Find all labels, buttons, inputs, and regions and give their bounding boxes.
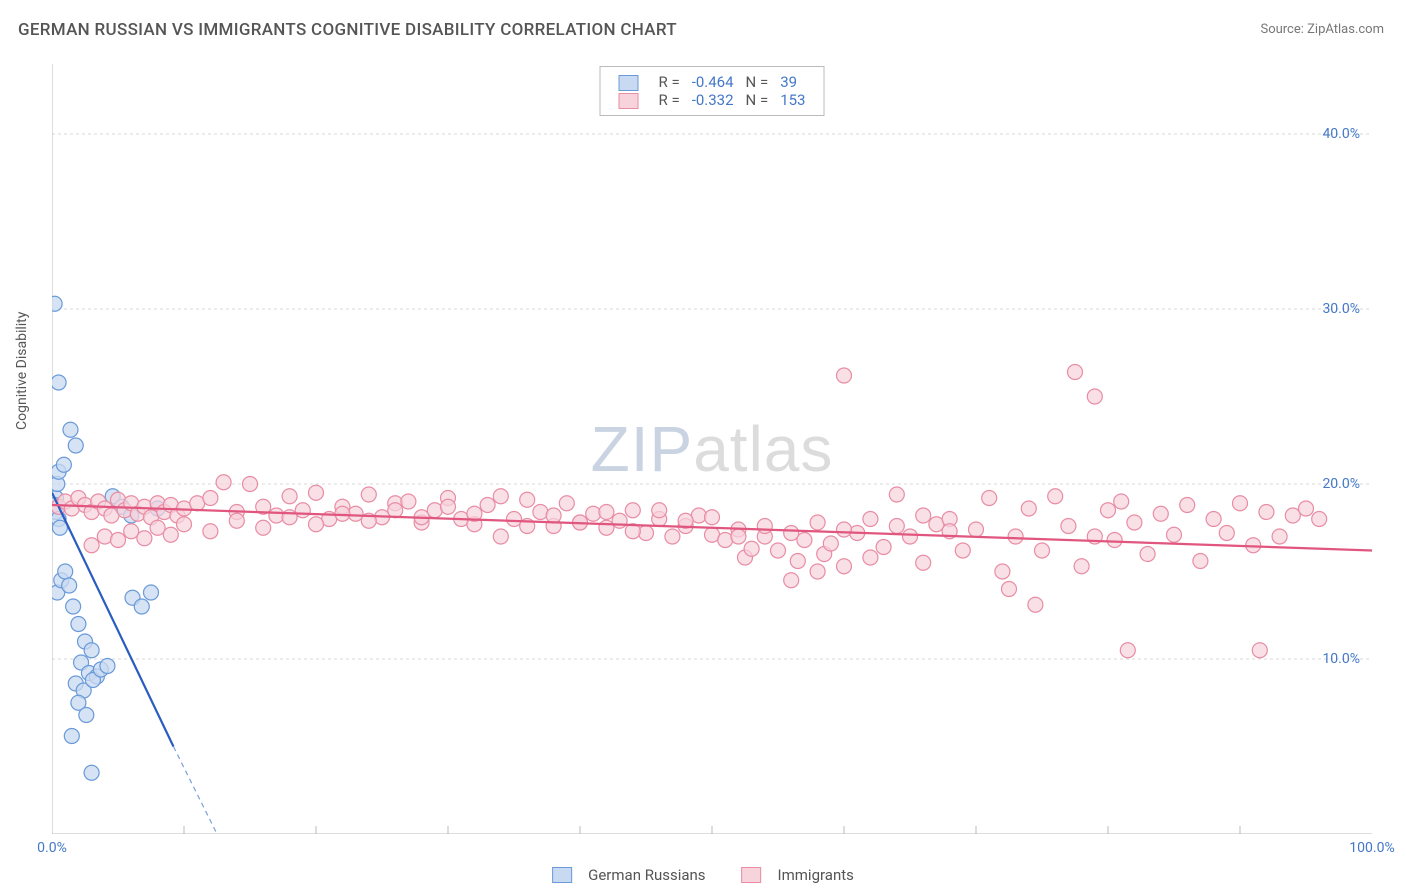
stat-R-value-2: -0.332 xyxy=(686,91,740,109)
chart-plot-area: ZIPatlas R = -0.464 N = 39 R = -0.332 N … xyxy=(52,64,1372,834)
y-tick-label: 10.0% xyxy=(1322,651,1360,667)
swatch-series1 xyxy=(619,75,639,91)
stat-N-label: N = xyxy=(740,91,775,109)
stat-N-value-1: 39 xyxy=(774,73,811,91)
legend-item-series1: German Russians xyxy=(552,866,705,884)
x-tick-label: 100.0% xyxy=(1349,840,1394,856)
legend-swatch-2 xyxy=(742,867,762,883)
legend-item-series2: Immigrants xyxy=(742,866,854,884)
y-tick-label: 30.0% xyxy=(1322,301,1360,317)
legend-label-1: German Russians xyxy=(588,866,705,884)
scatter-plot-svg xyxy=(52,64,1372,834)
y-axis-label: Cognitive Disability xyxy=(14,312,30,430)
x-tick-label: 0.0% xyxy=(37,840,67,856)
stats-row-series2: R = -0.332 N = 153 xyxy=(613,91,812,109)
stat-R-label: R = xyxy=(653,73,686,91)
legend-label-2: Immigrants xyxy=(778,866,854,884)
stats-row-series1: R = -0.464 N = 39 xyxy=(613,73,812,91)
y-tick-label: 20.0% xyxy=(1322,476,1360,492)
swatch-series2 xyxy=(619,93,639,109)
chart-title: GERMAN RUSSIAN VS IMMIGRANTS COGNITIVE D… xyxy=(18,20,677,40)
bottom-legend: German Russians Immigrants xyxy=(552,866,854,884)
stat-R-value-1: -0.464 xyxy=(686,73,740,91)
stat-N-label: N = xyxy=(740,73,775,91)
stats-legend-box: R = -0.464 N = 39 R = -0.332 N = 153 xyxy=(600,66,825,116)
legend-swatch-1 xyxy=(552,867,572,883)
stat-R-label: R = xyxy=(653,91,686,109)
stat-N-value-2: 153 xyxy=(774,91,811,109)
y-tick-label: 40.0% xyxy=(1322,126,1360,142)
source-attribution: Source: ZipAtlas.com xyxy=(1260,22,1384,37)
